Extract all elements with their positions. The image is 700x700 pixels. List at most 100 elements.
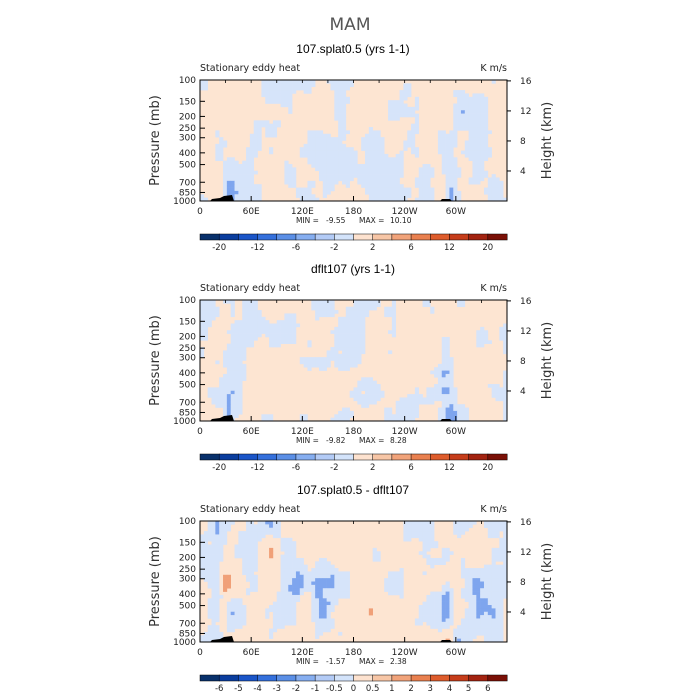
field-cell	[200, 551, 205, 555]
field-cell	[391, 180, 397, 185]
field-cell	[365, 177, 370, 182]
y-tick-label: 700	[179, 619, 196, 629]
field-cell	[361, 300, 366, 304]
field-cell	[223, 167, 228, 172]
field-cell	[345, 326, 350, 331]
field-cell	[422, 554, 427, 559]
field-cell	[430, 618, 435, 623]
field-cell	[445, 404, 450, 408]
field-cell	[480, 605, 485, 609]
field-cell	[445, 370, 450, 375]
field-cell	[422, 187, 427, 192]
field-cell	[242, 347, 247, 351]
field-cell	[430, 194, 435, 198]
field-cell	[384, 306, 389, 311]
field-cell	[407, 187, 412, 192]
field-cell	[318, 367, 324, 371]
field-cell	[200, 554, 205, 559]
field-cell	[445, 177, 450, 182]
field-cell	[487, 615, 492, 619]
field-cell	[445, 414, 450, 418]
field-cell	[284, 578, 289, 582]
field-cell	[434, 594, 439, 599]
field-cell	[253, 330, 258, 334]
field-cell	[376, 150, 381, 155]
field-cell	[341, 407, 347, 412]
field-cell	[411, 147, 416, 151]
field-cell	[341, 110, 347, 114]
field-cell	[418, 190, 423, 195]
field-cell	[437, 591, 443, 596]
field-cell	[288, 615, 293, 619]
field-cell	[361, 306, 366, 311]
field-cell	[460, 571, 466, 576]
field-cell	[495, 605, 500, 609]
field-cell	[215, 534, 220, 539]
field-cell	[330, 353, 335, 358]
field-cell	[457, 524, 462, 529]
field-cell	[384, 190, 389, 195]
field-cell	[499, 326, 504, 331]
field-cell	[483, 574, 489, 579]
field-cell	[238, 180, 243, 185]
field-cell	[357, 343, 362, 348]
field-cell	[476, 177, 481, 182]
field-cell	[341, 96, 347, 101]
field-cell	[430, 605, 435, 609]
field-cell	[487, 571, 492, 576]
field-cell	[341, 133, 347, 138]
field-cell	[422, 537, 427, 542]
field-cell	[307, 147, 312, 151]
field-cell	[441, 143, 446, 148]
field-cell	[480, 157, 485, 161]
field-cell	[491, 527, 496, 532]
field-cell	[253, 564, 258, 569]
x-tick-label: 120W	[392, 427, 418, 437]
field-cell	[499, 591, 504, 596]
field-cell	[284, 611, 289, 616]
field-cell	[449, 197, 454, 202]
field-cell	[368, 184, 373, 188]
field-cell	[207, 631, 212, 636]
field-cell	[315, 157, 320, 161]
field-cell	[487, 591, 492, 596]
field-cell	[483, 127, 489, 131]
field-cell	[338, 170, 343, 175]
field-cell	[426, 387, 431, 392]
field-cell	[430, 534, 435, 539]
field-cell	[441, 153, 446, 158]
field-cell	[330, 153, 335, 158]
field-cell	[460, 594, 466, 599]
field-cell	[503, 323, 508, 328]
field-cell	[253, 534, 258, 539]
field-cell	[349, 83, 354, 88]
field-cell	[365, 400, 370, 405]
field-cell	[242, 160, 247, 165]
field-cell	[395, 164, 400, 168]
colorbar-label: 2	[370, 243, 375, 253]
field-cell	[403, 187, 408, 192]
field-cell	[219, 384, 224, 388]
field-cell	[311, 581, 316, 586]
field-cell	[238, 363, 243, 368]
field-cell	[330, 310, 335, 314]
field-cell	[326, 140, 331, 145]
field-cell	[487, 601, 492, 606]
field-cell	[280, 103, 285, 108]
field-cell	[403, 103, 408, 108]
field-cell	[318, 133, 324, 138]
field-cell	[464, 113, 469, 118]
field-cell	[330, 86, 335, 91]
field-cell	[269, 531, 274, 535]
x-tick-label: 120E	[291, 207, 314, 217]
field-cell	[246, 316, 251, 321]
field-cell	[449, 194, 454, 198]
field-cell	[284, 313, 289, 318]
field-cell	[211, 568, 216, 572]
field-cell	[276, 90, 281, 94]
field-cell	[288, 571, 293, 576]
field-cell	[253, 333, 258, 338]
field-cell	[441, 384, 446, 388]
field-cell	[288, 170, 293, 175]
field-cell	[284, 557, 289, 562]
